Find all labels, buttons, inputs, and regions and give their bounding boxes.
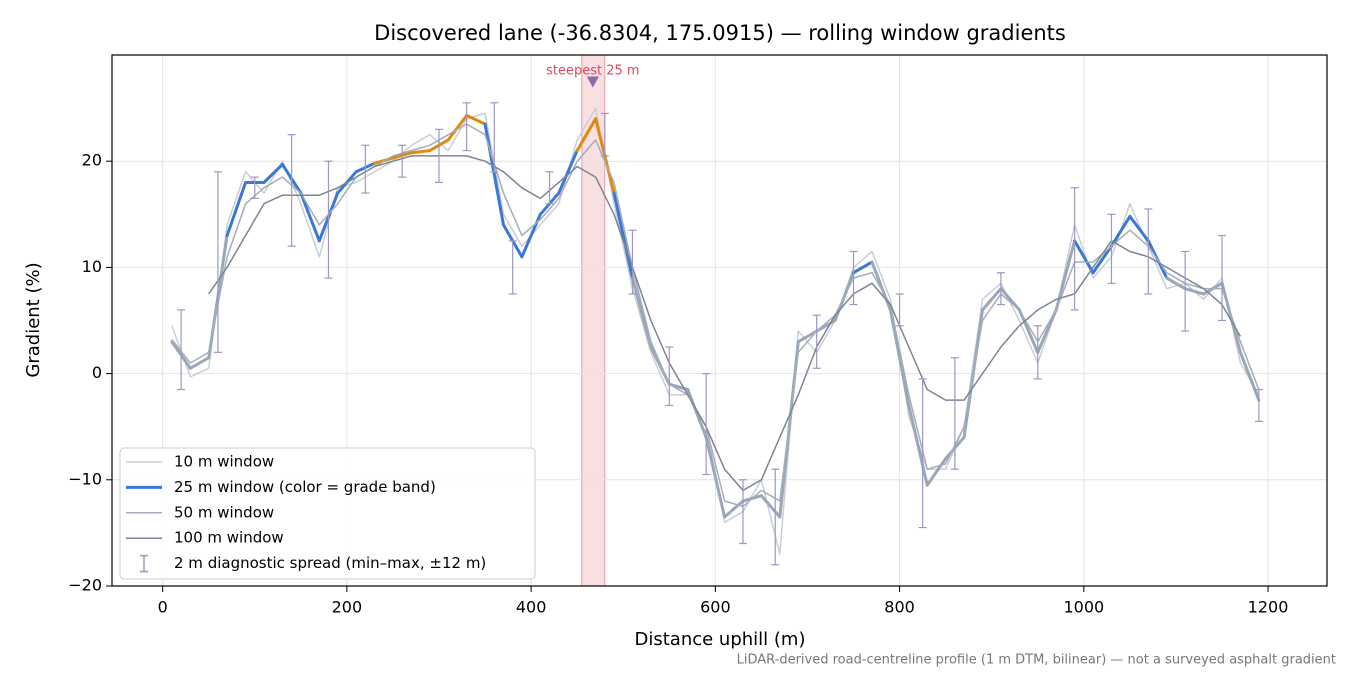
x-tick-label: 1200: [1248, 598, 1289, 617]
x-tick-label: 600: [700, 598, 731, 617]
series-segment: [852, 260, 874, 275]
legend-label: 100 m window: [174, 529, 284, 547]
series-segment: [299, 191, 321, 243]
y-tick-label: −20: [68, 576, 102, 595]
y-tick-label: −10: [68, 469, 102, 488]
series-segment: [1017, 308, 1040, 354]
series-segment: [225, 180, 248, 238]
error-bar: [1107, 213, 1116, 284]
highlight-marker: [586, 76, 599, 88]
series-segment: [446, 114, 469, 142]
error-bar: [1033, 325, 1042, 380]
legend-label: 10 m window: [174, 453, 274, 471]
error-bar: [628, 229, 637, 295]
error-bar: [1070, 187, 1079, 311]
error-bar: [490, 102, 499, 173]
error-bar: [324, 160, 333, 279]
error-bar: [213, 171, 222, 353]
series-segment: [1183, 287, 1206, 296]
error-bar: [177, 309, 186, 391]
legend-label: 50 m window: [174, 503, 274, 521]
series-segment: [686, 388, 708, 439]
x-tick-label: 800: [884, 598, 915, 617]
error-bar: [600, 112, 609, 157]
error-bar: [462, 102, 471, 152]
footnote: LiDAR-derived road-centreline profile (1…: [737, 653, 1336, 668]
series-segment: [1036, 308, 1058, 354]
series-segment: [483, 122, 505, 227]
series-segment: [630, 276, 653, 349]
error-bar: [849, 250, 858, 306]
series-segment: [1128, 214, 1150, 243]
series-segment: [704, 435, 727, 519]
x-tick-label: 400: [516, 598, 547, 617]
series-segment: [262, 162, 284, 184]
legend-label: 25 m window (color = grade band): [174, 478, 436, 496]
error-bar: [812, 314, 821, 369]
error-bar: [1217, 234, 1226, 322]
series-segment: [1054, 239, 1077, 312]
chart-title: Discovered lane (-36.8304, 175.0915) — r…: [374, 21, 1066, 45]
error-bar: [738, 479, 747, 545]
error-bar: [1254, 388, 1263, 422]
error-bar: [1181, 250, 1190, 332]
y-tick-label: 20: [82, 151, 102, 170]
error-bar: [1144, 208, 1153, 295]
series-line: [208, 155, 1242, 492]
series-segment: [980, 287, 1003, 312]
series-segment: [409, 149, 432, 155]
error-bar: [508, 240, 517, 295]
series-segment: [796, 329, 819, 344]
series-segment: [612, 191, 634, 280]
series-segment: [888, 308, 911, 407]
series-line: [171, 123, 1260, 508]
x-tick-label: 1000: [1063, 598, 1104, 617]
error-bar: [435, 128, 444, 184]
error-bar: [250, 176, 259, 199]
series-segment: [557, 149, 579, 195]
series-segment: [1165, 276, 1187, 291]
series-segment: [1091, 244, 1113, 275]
x-tick-label: 0: [158, 598, 168, 617]
series-segment: [1238, 350, 1261, 402]
error-bar: [545, 171, 554, 205]
error-bar: [665, 346, 674, 407]
error-bar: [950, 357, 959, 470]
series-segment: [1220, 281, 1242, 354]
error-bar: [771, 468, 780, 566]
error-bar: [895, 293, 904, 327]
legend-label: 2 m diagnostic spread (min–max, ±12 m): [174, 554, 486, 572]
series-segment: [723, 499, 745, 519]
series-segment: [925, 457, 948, 487]
series-segment: [907, 403, 929, 487]
series-segment: [465, 114, 487, 126]
error-bar: [287, 134, 296, 247]
legend-box: [119, 447, 536, 580]
error-bar: [702, 373, 711, 476]
series-segment: [188, 356, 211, 370]
error-bar: [361, 144, 370, 194]
error-bar: [996, 272, 1005, 306]
series-segment: [575, 117, 598, 153]
y-tick-label: 0: [92, 363, 102, 382]
y-tick-label: 10: [82, 257, 102, 276]
error-bar: [918, 378, 927, 529]
y-axis-label: Gradient (%): [23, 262, 44, 377]
highlight-label: steepest 25 m: [546, 64, 639, 79]
series-segment: [759, 494, 782, 519]
x-axis-label: Distance uphill (m): [635, 629, 806, 650]
series-segment: [1073, 239, 1095, 275]
x-tick-label: 200: [332, 598, 363, 617]
series-segment: [1109, 214, 1132, 248]
error-bar: [398, 144, 407, 178]
plot-frame: [111, 54, 1328, 587]
